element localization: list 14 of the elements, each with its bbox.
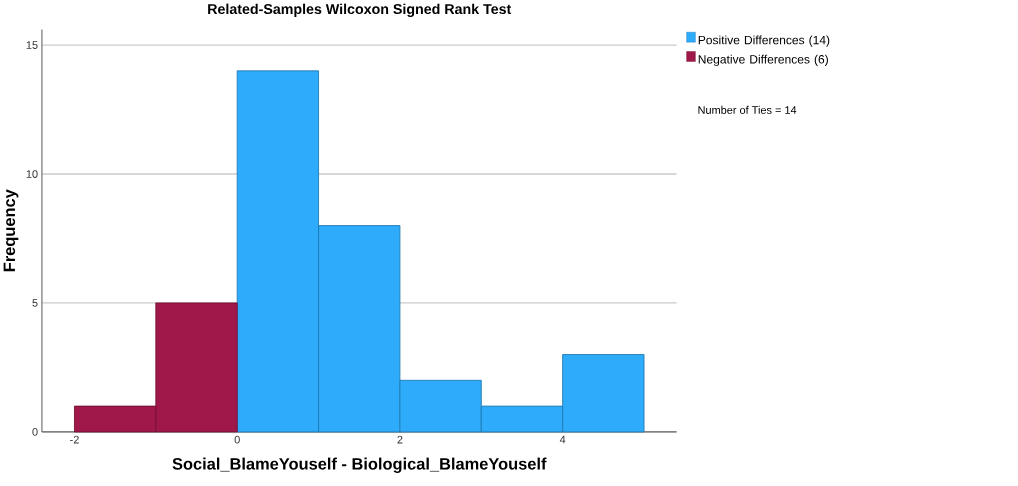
x-axis-title: Social_BlameYouself - Biological_BlameYouself bbox=[172, 457, 547, 473]
x-tick-label: 0 bbox=[234, 435, 240, 444]
y-tick-label: 15 bbox=[26, 41, 38, 49]
y-tick-label: 5 bbox=[32, 299, 38, 307]
y-tick-label: 0 bbox=[32, 427, 38, 436]
y-tick-label: 10 bbox=[26, 170, 38, 178]
legend-label: Positive Differences (14) bbox=[698, 35, 830, 47]
x-tick-label: 4 bbox=[559, 435, 566, 444]
x-tick-label: 2 bbox=[397, 435, 403, 444]
x-tick-label: -2 bbox=[70, 435, 79, 444]
chart-title: Related-Samples Wilcoxon Signed Rank Test bbox=[208, 3, 512, 17]
y-axis-title: Frequency bbox=[3, 189, 19, 272]
legend-label: Negative Differences (6) bbox=[698, 54, 828, 66]
text: Number of Ties = 14 bbox=[698, 105, 797, 114]
